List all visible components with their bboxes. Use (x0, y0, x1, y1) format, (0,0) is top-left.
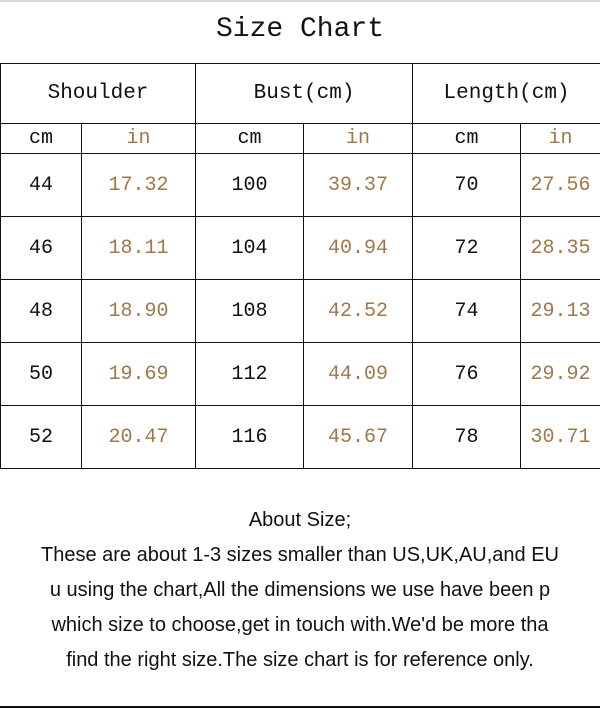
inch-cell: 18.11 (80, 216, 197, 280)
inch-cell: 29.13 (520, 279, 600, 343)
unit-cm: cm (412, 123, 522, 154)
cm-cell: 78 (412, 405, 522, 469)
cm-cell: 112 (195, 342, 305, 406)
about-size-notes: About Size; These are about 1-3 sizes sm… (0, 503, 600, 678)
note-line: which size to choose,get in touch with.W… (51, 614, 549, 636)
cm-cell: 48 (0, 279, 82, 343)
unit-cm: cm (0, 123, 82, 154)
cm-cell: 44 (0, 153, 82, 217)
cm-cell: 76 (412, 342, 522, 406)
table-row: 48 18.90 108 42.52 74 29.13 (0, 279, 600, 343)
inch-cell: 17.32 (80, 153, 197, 217)
inch-cell: 39.37 (303, 153, 414, 217)
header-length: Length(cm) (412, 63, 600, 124)
cm-cell: 72 (412, 216, 522, 280)
inch-cell: 19.69 (80, 342, 197, 406)
inch-cell: 45.67 (303, 405, 414, 469)
unit-in: in (80, 123, 197, 154)
table-row: 44 17.32 100 39.37 70 27.56 (0, 153, 600, 217)
top-border (0, 0, 600, 2)
cm-cell: 50 (0, 342, 82, 406)
table-row: 46 18.11 104 40.94 72 28.35 (0, 216, 600, 280)
header-shoulder: Shoulder (0, 63, 197, 124)
inch-cell: 30.71 (520, 405, 600, 469)
note-line: u using the chart,All the dimensions we … (49, 579, 551, 601)
inch-cell: 29.92 (520, 342, 600, 406)
header-bust: Bust(cm) (195, 63, 414, 124)
cm-cell: 70 (412, 153, 522, 217)
cm-cell: 116 (195, 405, 305, 469)
inch-cell: 28.35 (520, 216, 600, 280)
about-size-heading: About Size; (248, 509, 352, 531)
cm-cell: 74 (412, 279, 522, 343)
size-table: Shoulder Bust(cm) Length(cm) cm in cm in… (0, 63, 600, 469)
table-row: 50 19.69 112 44.09 76 29.92 (0, 342, 600, 406)
cm-cell: 108 (195, 279, 305, 343)
inch-cell: 20.47 (80, 405, 197, 469)
inch-cell: 40.94 (303, 216, 414, 280)
table-row: 52 20.47 116 45.67 78 30.71 (0, 405, 600, 469)
note-line: These are about 1-3 sizes smaller than U… (40, 544, 560, 566)
cm-cell: 100 (195, 153, 305, 217)
bottom-border (0, 706, 600, 708)
inch-cell: 42.52 (303, 279, 414, 343)
inch-cell: 18.90 (80, 279, 197, 343)
unit-in: in (520, 123, 600, 154)
cm-cell: 104 (195, 216, 305, 280)
note-line: find the right size.The size chart is fo… (66, 649, 534, 671)
group-header-row: Shoulder Bust(cm) Length(cm) (0, 63, 600, 124)
unit-cm: cm (195, 123, 305, 154)
chart-title: Size Chart (215, 14, 385, 45)
cm-cell: 52 (0, 405, 82, 469)
unit-header-row: cm in cm in cm in (0, 123, 600, 154)
unit-in: in (303, 123, 414, 154)
inch-cell: 44.09 (303, 342, 414, 406)
inch-cell: 27.56 (520, 153, 600, 217)
cm-cell: 46 (0, 216, 82, 280)
